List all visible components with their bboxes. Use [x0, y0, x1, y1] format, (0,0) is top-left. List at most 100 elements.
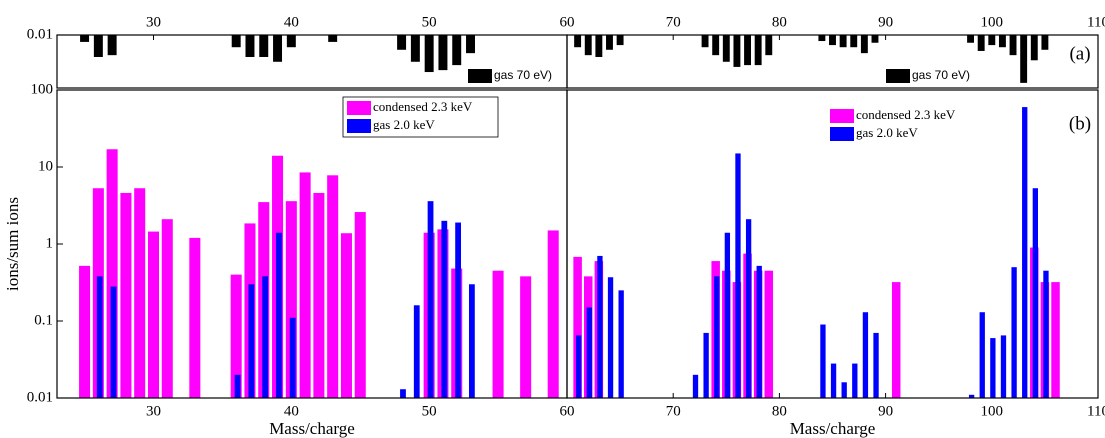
bar [259, 35, 269, 57]
bar [354, 212, 366, 398]
bar [328, 35, 338, 42]
bar [820, 324, 826, 398]
legend-swatch [468, 69, 492, 83]
bar [1043, 270, 1049, 398]
bar [574, 35, 582, 48]
bar [276, 232, 282, 398]
x-tick-label: 50 [422, 14, 437, 30]
bar [547, 230, 559, 398]
bar [248, 284, 255, 398]
bar [576, 335, 582, 398]
bar [586, 307, 592, 398]
frame [566, 89, 1099, 399]
bar [967, 35, 975, 43]
bar [520, 276, 532, 398]
bar [860, 35, 868, 54]
bar [703, 332, 709, 398]
bar [441, 220, 448, 398]
bar [452, 35, 462, 66]
x-axis-label: Mass/charge [790, 419, 876, 438]
bar [765, 35, 773, 56]
y-tick-label: 100 [31, 81, 54, 97]
bar [1009, 35, 1017, 56]
legend-label: gas 70 eV) [494, 68, 552, 82]
y-tick-label: 0.01 [27, 26, 53, 42]
x-tick-label: 100 [981, 403, 1004, 419]
x-axis-label: Mass/charge [269, 419, 355, 438]
bar [998, 35, 1006, 48]
bar [299, 172, 311, 398]
bar [607, 277, 614, 398]
bar [852, 363, 858, 398]
x-tick-label: 30 [146, 14, 161, 30]
bar [161, 219, 173, 398]
y-tick-label: 1 [46, 235, 54, 251]
x-tick-label: 40 [284, 403, 299, 419]
bar [735, 153, 741, 398]
bar [979, 312, 985, 398]
legend-label: condensed 2.3 keV [856, 107, 956, 122]
legend-label: condensed 2.3 keV [373, 99, 473, 114]
legend-label: gas 2.0 keV [856, 125, 918, 140]
y-tick-label: 0.1 [34, 312, 53, 328]
bar [862, 312, 869, 398]
frame [566, 34, 1099, 89]
bar [1011, 267, 1017, 398]
bar [733, 35, 741, 67]
x-tick-label: 40 [284, 14, 299, 30]
bar [110, 286, 117, 398]
x-tick-label: 80 [772, 403, 787, 419]
y-axis-label: ions/sum ions [3, 197, 22, 291]
bar [410, 35, 420, 62]
bar [230, 274, 242, 398]
bar [597, 255, 603, 398]
bar [327, 175, 339, 398]
x-tick-label: 70 [666, 403, 681, 419]
bar [584, 35, 592, 56]
bar [990, 338, 996, 398]
bar [764, 270, 774, 398]
bar [262, 276, 269, 398]
bar [245, 35, 255, 57]
legend-label: gas 70 eV) [912, 68, 970, 82]
bar [1041, 35, 1049, 50]
bar [744, 35, 751, 66]
panel-label: (b) [1069, 113, 1091, 134]
bar [427, 201, 434, 398]
bar [455, 222, 462, 398]
y-tick-label: 0.01 [27, 389, 53, 405]
bar [1020, 35, 1028, 83]
legend-swatch [830, 109, 854, 123]
y-tick-label: 10 [38, 158, 53, 174]
bar [850, 35, 858, 48]
x-tick-label: 60 [560, 14, 575, 30]
bar [285, 201, 297, 398]
x-tick-label: 110 [1087, 403, 1105, 419]
bar [968, 394, 975, 398]
x-tick-label: 70 [666, 14, 681, 30]
bar [829, 35, 836, 46]
bar [818, 35, 826, 42]
legend-swatch [830, 127, 854, 141]
bar [1000, 335, 1007, 398]
bar [712, 35, 720, 56]
bar [134, 188, 146, 398]
bar [400, 389, 406, 398]
bar [234, 374, 241, 398]
x-tick-label: 90 [878, 403, 893, 419]
bar [756, 265, 762, 398]
bar [724, 232, 731, 398]
bar [1032, 188, 1038, 398]
legend-label: gas 2.0 keV [373, 117, 435, 132]
bar [873, 332, 879, 398]
bar [413, 305, 420, 398]
bar [839, 35, 847, 48]
bar [286, 35, 296, 48]
bar [1030, 35, 1038, 61]
bar [714, 276, 720, 398]
bar [1051, 282, 1060, 398]
bar [397, 35, 407, 50]
bar [692, 374, 699, 398]
x-tick-label: 30 [146, 403, 161, 419]
bar [841, 382, 847, 398]
